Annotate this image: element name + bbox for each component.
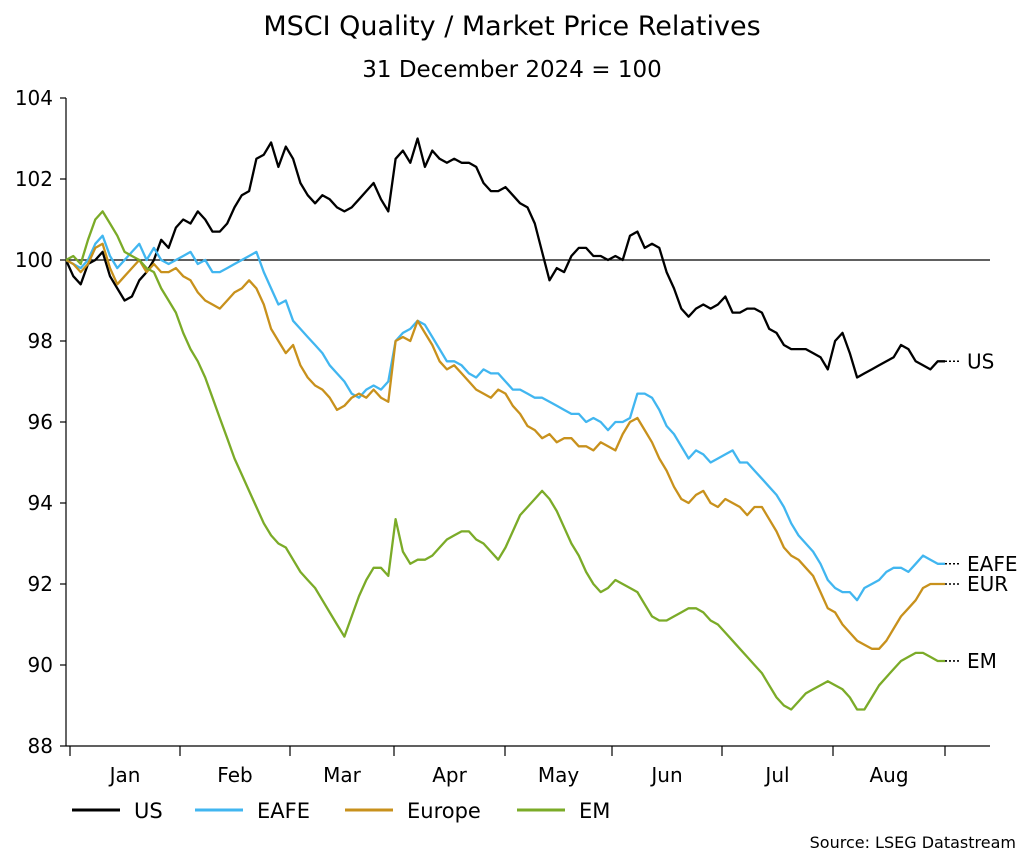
- legend: US EAFE Europe EM: [72, 799, 610, 823]
- series-line-us: [64, 137, 945, 379]
- x-tick-label: Jul: [763, 763, 789, 787]
- chart-subtitle: 31 December 2024 = 100: [362, 57, 661, 83]
- x-tick-label: Feb: [217, 763, 252, 787]
- chart-title: MSCI Quality / Market Price Relatives: [263, 11, 760, 42]
- y-tick-label: 88: [28, 734, 53, 758]
- end-label-em: EM: [967, 649, 997, 673]
- legend-label-em: EM: [579, 799, 610, 823]
- x-tick-label: Apr: [432, 763, 467, 787]
- series-layer: [64, 137, 945, 711]
- y-tick-label: 98: [28, 329, 53, 353]
- y-axis: 88 90 92 94 96 98 100 102 104: [15, 86, 67, 758]
- y-tick-label: 100: [15, 248, 53, 272]
- end-label-eafe: EAFE: [967, 552, 1017, 576]
- legend-label-eafe: EAFE: [257, 799, 310, 823]
- y-tick-label: 102: [15, 167, 53, 191]
- series-line-em: [65, 210, 945, 711]
- x-tick-label: Jan: [108, 763, 141, 787]
- y-tick-label: 90: [28, 653, 53, 677]
- y-tick-label: 94: [28, 491, 53, 515]
- legend-label-us: US: [134, 799, 163, 823]
- x-tick-label: Jun: [649, 763, 682, 787]
- series-line-europe: [65, 242, 945, 650]
- y-tick-label: 104: [15, 86, 53, 110]
- y-tick-label: 92: [28, 572, 53, 596]
- end-label-europe: EUR: [967, 572, 1008, 596]
- x-tick-label: Aug: [869, 763, 908, 787]
- x-tick-label: Mar: [323, 763, 362, 787]
- series-line-eafe: [65, 234, 945, 602]
- legend-label-europe: Europe: [407, 799, 481, 823]
- x-tick-label: May: [538, 763, 580, 787]
- x-axis: Jan Feb Mar Apr May Jun Jul Aug: [66, 745, 990, 787]
- end-label-us: US: [967, 349, 994, 373]
- source-note: Source: LSEG Datastream: [810, 833, 1016, 852]
- y-tick-label: 96: [28, 410, 53, 434]
